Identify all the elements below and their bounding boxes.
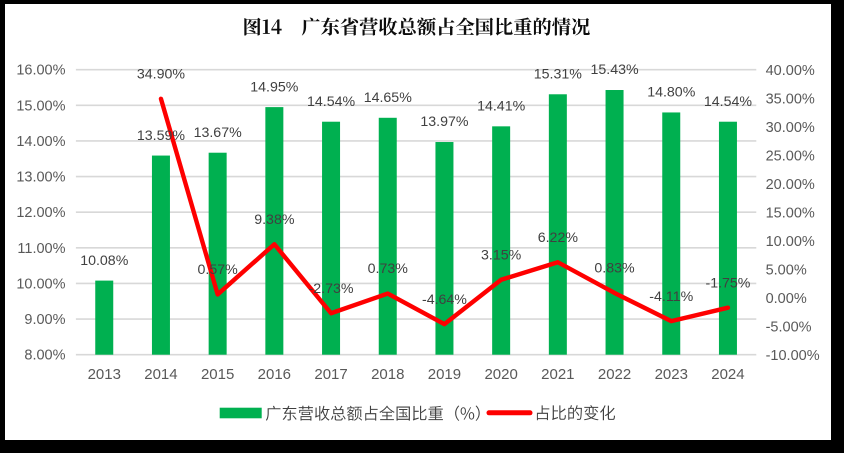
svg-text:20.00%: 20.00% (766, 177, 815, 193)
svg-text:12.00%: 12.00% (16, 205, 65, 221)
svg-text:14.54%: 14.54% (307, 94, 356, 110)
svg-text:40.00%: 40.00% (766, 63, 815, 79)
svg-text:35.00%: 35.00% (766, 91, 815, 107)
svg-text:10.00%: 10.00% (16, 276, 65, 292)
svg-text:-4.64%: -4.64% (422, 292, 467, 308)
svg-text:13.97%: 13.97% (420, 114, 469, 130)
svg-text:15.31%: 15.31% (534, 66, 583, 82)
svg-text:9.38%: 9.38% (254, 212, 295, 228)
svg-text:0.57%: 0.57% (198, 262, 239, 278)
svg-text:2017: 2017 (314, 366, 347, 383)
svg-text:2019: 2019 (428, 366, 461, 383)
svg-text:15.00%: 15.00% (16, 98, 65, 114)
svg-text:3.15%: 3.15% (481, 247, 522, 263)
svg-text:14.80%: 14.80% (647, 85, 696, 101)
svg-text:8.00%: 8.00% (24, 348, 65, 364)
svg-text:2015: 2015 (201, 366, 234, 383)
svg-text:2024: 2024 (711, 366, 744, 383)
svg-text:2021: 2021 (541, 366, 574, 383)
svg-text:34.90%: 34.90% (137, 66, 186, 82)
svg-text:-1.75%: -1.75% (705, 275, 750, 291)
svg-text:10.08%: 10.08% (80, 253, 129, 269)
svg-text:13.00%: 13.00% (16, 170, 65, 186)
svg-text:0.00%: 0.00% (766, 291, 807, 307)
svg-text:13.67%: 13.67% (194, 125, 243, 141)
svg-text:0.73%: 0.73% (368, 261, 409, 277)
svg-text:-5.00%: -5.00% (766, 319, 812, 335)
svg-text:16.00%: 16.00% (16, 63, 65, 79)
svg-text:5.00%: 5.00% (766, 262, 807, 278)
svg-text:14.00%: 14.00% (16, 134, 65, 150)
svg-text:14.54%: 14.54% (704, 94, 753, 110)
svg-text:15.43%: 15.43% (590, 62, 639, 78)
svg-text:2023: 2023 (655, 366, 688, 383)
svg-text:2022: 2022 (598, 366, 631, 383)
svg-text:-10.00%: -10.00% (766, 348, 820, 364)
svg-text:0.83%: 0.83% (594, 261, 635, 277)
svg-text:-4.11%: -4.11% (649, 289, 693, 305)
svg-text:25.00%: 25.00% (766, 148, 815, 164)
svg-text:2016: 2016 (258, 366, 291, 383)
svg-text:-2.73%: -2.73% (309, 281, 354, 297)
svg-text:14.41%: 14.41% (477, 99, 526, 115)
svg-text:2013: 2013 (88, 366, 121, 383)
svg-text:14.65%: 14.65% (364, 90, 413, 106)
svg-text:13.59%: 13.59% (137, 128, 186, 144)
svg-text:2014: 2014 (144, 366, 177, 383)
svg-text:30.00%: 30.00% (766, 120, 815, 136)
svg-text:9.00%: 9.00% (24, 312, 65, 328)
svg-text:11.00%: 11.00% (17, 241, 65, 257)
svg-text:14.95%: 14.95% (250, 79, 299, 95)
svg-text:2020: 2020 (484, 366, 517, 383)
svg-text:10.00%: 10.00% (766, 234, 815, 250)
svg-text:2018: 2018 (371, 366, 404, 383)
svg-text:6.22%: 6.22% (538, 230, 579, 246)
svg-text:15.00%: 15.00% (766, 205, 815, 221)
